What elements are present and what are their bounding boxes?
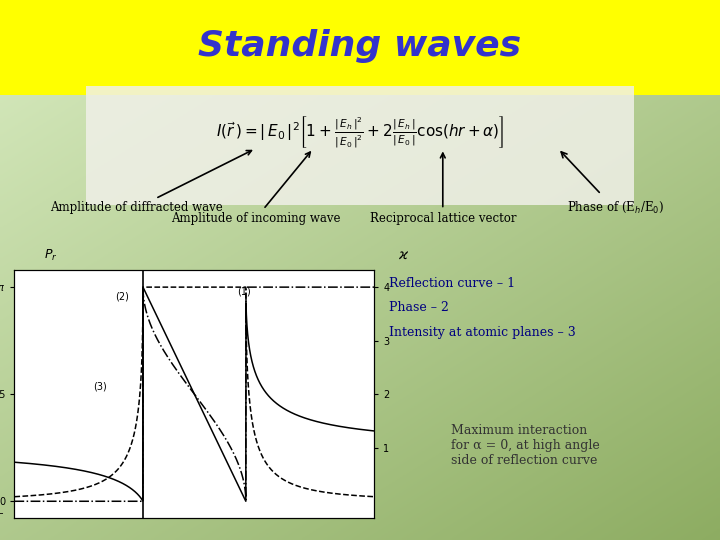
Text: Intensity at atomic planes – 3: Intensity at atomic planes – 3: [389, 326, 575, 339]
Text: Reciprocal lattice vector: Reciprocal lattice vector: [369, 153, 516, 225]
Text: Maximum interaction
for α = 0, at high angle
side of reflection curve: Maximum interaction for α = 0, at high a…: [451, 424, 600, 467]
Text: Reflection curve – 1: Reflection curve – 1: [389, 277, 515, 290]
Text: $I(\vec{r}\,) = |\,E_0\,|^2\left[1 + \frac{|\,E_h\,|^2}{|\,E_0\,|^2}+ 2\frac{|\,: $I(\vec{r}\,) = |\,E_0\,|^2\left[1 + \fr…: [216, 114, 504, 150]
Text: Phase – 2: Phase – 2: [389, 301, 449, 314]
Text: Standing waves: Standing waves: [199, 29, 521, 63]
Text: (1): (1): [238, 287, 251, 297]
Text: –: –: [0, 509, 3, 518]
Bar: [86, 86, 634, 205]
Text: $P_r$: $P_r$: [44, 247, 57, 262]
Text: Amplitude of incoming wave: Amplitude of incoming wave: [171, 152, 341, 225]
Text: Amplitude of diffracted wave: Amplitude of diffracted wave: [50, 151, 251, 214]
Text: Phase of (E$_h$/E$_0$): Phase of (E$_h$/E$_0$): [567, 200, 664, 215]
Text: (2): (2): [115, 292, 129, 302]
Text: (3): (3): [94, 381, 107, 391]
Text: $\varkappa$: $\varkappa$: [397, 248, 409, 262]
